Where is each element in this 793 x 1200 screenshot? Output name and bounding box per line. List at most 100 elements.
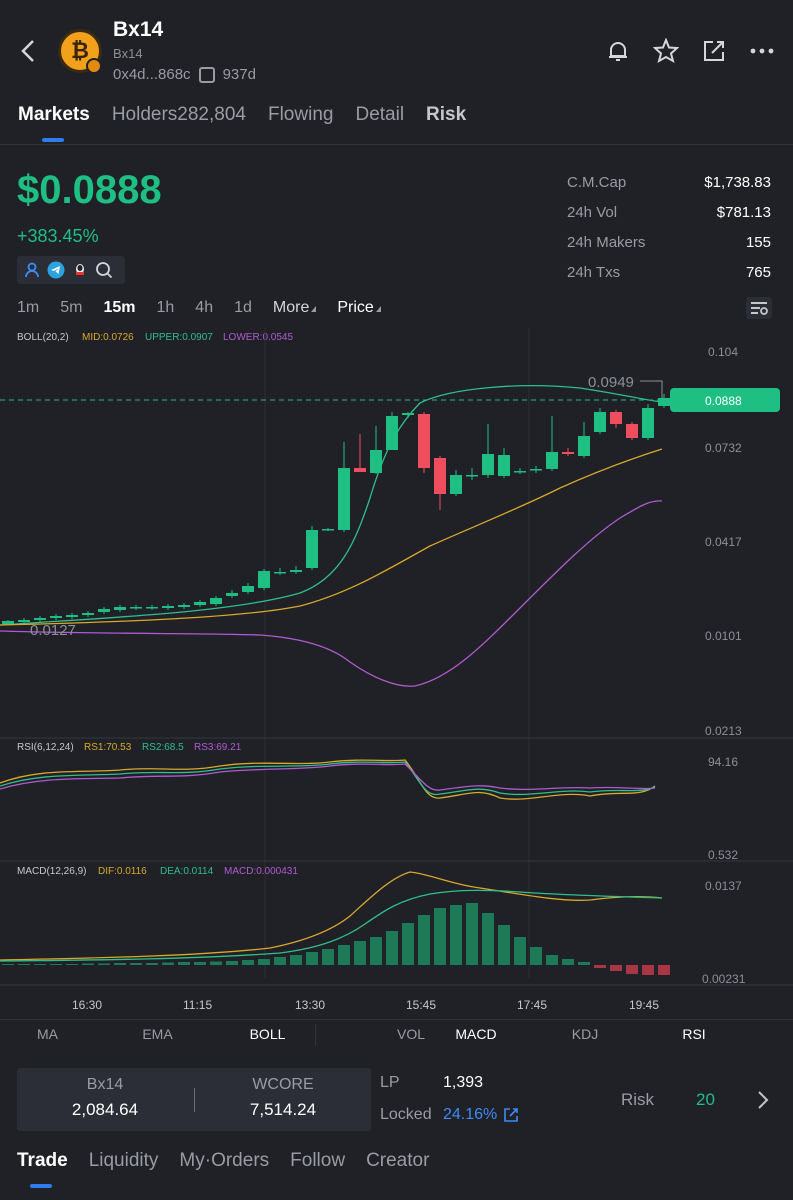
candle[interactable] [258, 571, 270, 588]
macd-bar [418, 915, 430, 965]
candle[interactable] [434, 458, 446, 494]
candles [2, 394, 670, 625]
tab-markets[interactable]: Markets [18, 104, 90, 125]
candle[interactable] [498, 455, 510, 476]
indicator-boll[interactable]: BOLL [249, 1026, 286, 1042]
candle[interactable] [210, 598, 222, 604]
candle[interactable] [274, 572, 286, 574]
boll-lower-line [0, 500, 663, 687]
candle[interactable] [370, 450, 382, 473]
boll-mid: MID:0.0726 [82, 332, 134, 343]
candle[interactable] [354, 468, 366, 472]
candle[interactable] [322, 529, 334, 531]
candle[interactable] [50, 616, 62, 618]
candle[interactable] [338, 468, 350, 530]
tf-1m[interactable]: 1m [17, 299, 40, 316]
chevron-right-icon[interactable] [752, 1088, 774, 1112]
candle[interactable] [626, 424, 638, 438]
qq-icon[interactable] [71, 261, 89, 279]
macd-bar [354, 941, 366, 965]
tab-liquidity[interactable]: Liquidity [88, 1150, 159, 1171]
tab-detail[interactable]: Detail [355, 104, 405, 125]
tab-my-orders[interactable]: My·Orders [179, 1150, 270, 1171]
indicator-ema[interactable]: EMA [142, 1026, 173, 1042]
locked-label: Locked [380, 1106, 432, 1123]
tf-15m[interactable]: 15m [103, 299, 136, 316]
token-subtitle: Bx14 [113, 46, 143, 61]
rsi-tick: 0.532 [708, 848, 738, 862]
candle[interactable] [114, 607, 126, 610]
indicator-rsi[interactable]: RSI [682, 1026, 706, 1042]
more-dropdown[interactable]: More [273, 299, 316, 317]
price-chart[interactable]: BOLL(20,2) MID:0.0726 UPPER:0.0907 LOWER… [0, 328, 793, 1018]
base-reserve: Bx14 2,084.64 [17, 1076, 193, 1120]
candle[interactable] [194, 602, 206, 605]
base-name: Bx14 [86, 1076, 124, 1093]
candle[interactable] [514, 471, 526, 473]
copy-icon[interactable] [198, 66, 215, 83]
candle[interactable] [610, 412, 622, 424]
candle[interactable] [34, 618, 46, 620]
indicator-kdj[interactable]: KDJ [571, 1026, 599, 1042]
community-icon[interactable] [23, 261, 41, 279]
tab-risk[interactable]: Risk [426, 104, 467, 125]
candle[interactable] [290, 570, 302, 572]
risk-label: Risk [621, 1090, 655, 1109]
tab-trade[interactable]: Trade [17, 1150, 68, 1171]
candle[interactable] [82, 613, 94, 615]
candle[interactable] [18, 620, 30, 622]
tf-1d[interactable]: 1d [234, 299, 252, 316]
chart-settings-icon[interactable] [746, 297, 772, 319]
candle[interactable] [402, 413, 414, 415]
candle[interactable] [658, 398, 670, 406]
candle[interactable] [530, 469, 542, 471]
search-icon[interactable] [95, 261, 113, 279]
candle[interactable] [146, 607, 158, 609]
indicator-ma[interactable]: MA [37, 1026, 58, 1042]
locked-value[interactable]: 24.16% [443, 1106, 519, 1124]
candle[interactable] [418, 414, 430, 468]
telegram-icon[interactable] [47, 261, 65, 279]
candle[interactable] [450, 475, 462, 494]
candle[interactable] [226, 593, 238, 596]
candle[interactable] [642, 408, 654, 438]
candle[interactable] [594, 412, 606, 432]
candle[interactable] [2, 621, 14, 624]
candle[interactable] [162, 606, 174, 608]
indicator-macd[interactable]: MACD [455, 1026, 497, 1042]
candle[interactable] [546, 452, 558, 469]
candle[interactable] [562, 452, 574, 454]
price-change: +383.45% [17, 226, 99, 246]
tf-5m[interactable]: 5m [60, 299, 83, 316]
bell-icon[interactable] [605, 38, 631, 64]
candle[interactable] [306, 530, 318, 568]
share-icon[interactable] [701, 38, 727, 64]
tab-follow[interactable]: Follow [290, 1150, 346, 1171]
timeframe-selector: 1m 5m 15m 1h 4h 1d More Price [17, 299, 381, 317]
external-link-icon[interactable] [503, 1107, 519, 1123]
candle[interactable] [386, 416, 398, 450]
candle[interactable] [482, 454, 494, 475]
candle[interactable] [242, 586, 254, 592]
more-icon[interactable] [749, 38, 775, 64]
indicator-vol[interactable]: VOL [396, 1026, 425, 1042]
macd-label: MACD(12,26,9) [17, 866, 86, 877]
tf-4h[interactable]: 4h [195, 299, 214, 316]
candle[interactable] [178, 605, 190, 607]
tab-creator[interactable]: Creator [366, 1150, 430, 1171]
tf-1h[interactable]: 1h [156, 299, 175, 316]
star-icon[interactable] [653, 38, 679, 64]
back-icon[interactable] [14, 36, 44, 66]
macd-tick: 0.00231 [702, 972, 746, 986]
candle[interactable] [130, 607, 142, 609]
candle[interactable] [98, 609, 110, 612]
boll-lower: LOWER:0.0545 [223, 332, 293, 343]
macd-dif-line [0, 871, 663, 961]
candle[interactable] [66, 615, 78, 617]
price-tick: 0.0417 [705, 535, 742, 549]
candle[interactable] [578, 436, 590, 456]
candle[interactable] [466, 475, 478, 477]
tab-flowing[interactable]: Flowing [267, 104, 334, 125]
tab-holders[interactable]: Holders282,804 [111, 104, 246, 125]
price-dropdown[interactable]: Price [337, 299, 380, 317]
